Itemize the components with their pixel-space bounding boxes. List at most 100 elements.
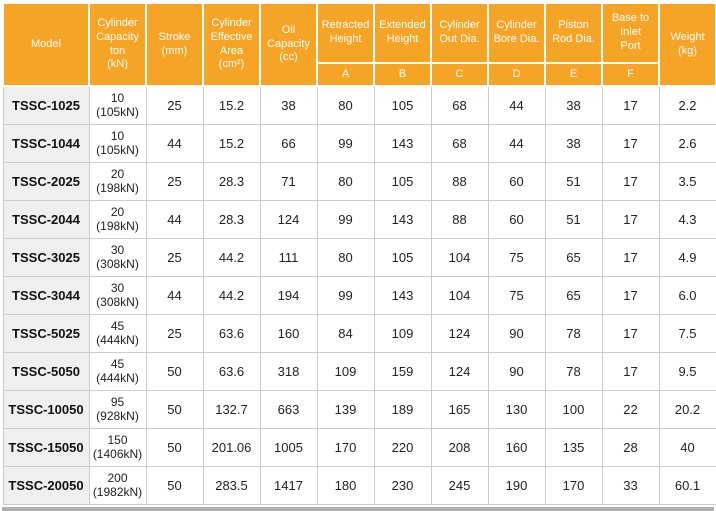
model-cell: TSSC-2025 (2, 162, 90, 201)
bore-dia-d-cell: 160 (487, 428, 546, 467)
out-dia-c-cell: 88 (430, 200, 489, 239)
model-cell: TSSC-20050 (2, 466, 90, 505)
table-row: TSSC-1025 10 (105kN) 25 15.2 38 80 105 6… (2, 85, 716, 125)
effective-area-cell: 28.3 (202, 162, 261, 201)
stroke-cell: 44 (145, 124, 204, 163)
inlet-port-f-cell: 22 (601, 390, 660, 429)
out-dia-c-cell: 245 (430, 466, 489, 505)
effective-area-cell: 63.6 (202, 314, 261, 353)
stroke-cell: 50 (145, 428, 204, 467)
col-header-piston-rod-dia: Piston Rod Dia. (544, 2, 603, 64)
capacity-cell: 30 (308kN) (88, 238, 147, 277)
height-b-cell: 159 (373, 352, 432, 391)
inlet-port-f-cell: 17 (601, 352, 660, 391)
table-row: TSSC-1044 10 (105kN) 44 15.2 66 99 143 6… (2, 124, 716, 163)
col-subheader-a: A (316, 62, 375, 87)
bore-dia-d-cell: 190 (487, 466, 546, 505)
rod-dia-e-cell: 100 (544, 390, 603, 429)
bore-dia-d-cell: 75 (487, 238, 546, 277)
height-b-cell: 143 (373, 200, 432, 239)
bore-dia-d-cell: 130 (487, 390, 546, 429)
bore-dia-d-cell: 90 (487, 352, 546, 391)
col-header-base-to-inlet-port: Base to Inlet Port (601, 2, 660, 64)
height-b-cell: 189 (373, 390, 432, 429)
weight-cell: 6.0 (658, 276, 716, 315)
table-bottom-bar (2, 507, 714, 511)
oil-capacity-cell: 318 (259, 352, 318, 391)
col-subheader-f: F (601, 62, 660, 87)
inlet-port-f-cell: 17 (601, 314, 660, 353)
inlet-port-f-cell: 17 (601, 238, 660, 277)
rod-dia-e-cell: 38 (544, 85, 603, 125)
rod-dia-e-cell: 78 (544, 314, 603, 353)
col-header-stroke: Stroke (mm) (145, 2, 204, 87)
oil-capacity-cell: 71 (259, 162, 318, 201)
stroke-cell: 50 (145, 466, 204, 505)
oil-capacity-cell: 194 (259, 276, 318, 315)
out-dia-c-cell: 88 (430, 162, 489, 201)
capacity-cell: 150 (1406kN) (88, 428, 147, 467)
table-row: TSSC-2025 20 (198kN) 25 28.3 71 80 105 8… (2, 162, 716, 201)
col-header-cylinder-out-dia: Cylinder Out Dia. (430, 2, 489, 64)
table-row: TSSC-3044 30 (308kN) 44 44.2 194 99 143 … (2, 276, 716, 315)
height-a-cell: 170 (316, 428, 375, 467)
header-row-main: Model Cylinder Capacity ton (kN) Stroke … (2, 2, 716, 87)
capacity-cell: 200 (1982kN) (88, 466, 147, 505)
table-row: TSSC-15050 150 (1406kN) 50 201.06 1005 1… (2, 428, 716, 467)
rod-dia-e-cell: 65 (544, 276, 603, 315)
height-a-cell: 139 (316, 390, 375, 429)
out-dia-c-cell: 165 (430, 390, 489, 429)
effective-area-cell: 15.2 (202, 85, 261, 125)
out-dia-c-cell: 68 (430, 124, 489, 163)
out-dia-c-cell: 104 (430, 276, 489, 315)
inlet-port-f-cell: 17 (601, 162, 660, 201)
out-dia-c-cell: 208 (430, 428, 489, 467)
inlet-port-f-cell: 28 (601, 428, 660, 467)
rod-dia-e-cell: 78 (544, 352, 603, 391)
col-header-effective-area: Cylinder Effective Area (cm²) (202, 2, 261, 87)
model-cell: TSSC-5025 (2, 314, 90, 353)
effective-area-cell: 283.5 (202, 466, 261, 505)
model-cell: TSSC-3025 (2, 238, 90, 277)
stroke-cell: 50 (145, 352, 204, 391)
effective-area-cell: 201.06 (202, 428, 261, 467)
header-row-sub: A B C D E F (3, 62, 716, 87)
col-header-capacity: Cylinder Capacity ton (kN) (88, 2, 147, 87)
height-b-cell: 105 (373, 85, 432, 125)
weight-cell: 2.6 (658, 124, 716, 163)
rod-dia-e-cell: 170 (544, 466, 603, 505)
bore-dia-d-cell: 44 (487, 85, 546, 125)
capacity-cell: 45 (444kN) (88, 352, 147, 391)
capacity-cell: 30 (308kN) (88, 276, 147, 315)
capacity-cell: 10 (105kN) (88, 124, 147, 163)
oil-capacity-cell: 1417 (259, 466, 318, 505)
capacity-cell: 95 (928kN) (88, 390, 147, 429)
height-b-cell: 105 (373, 162, 432, 201)
col-header-cylinder-bore-dia: Cylinder Bore Dia. (487, 2, 546, 64)
weight-cell: 2.2 (658, 85, 716, 125)
effective-area-cell: 44.2 (202, 276, 261, 315)
weight-cell: 4.9 (658, 238, 716, 277)
height-a-cell: 80 (316, 85, 375, 125)
inlet-port-f-cell: 33 (601, 466, 660, 505)
inlet-port-f-cell: 17 (601, 124, 660, 163)
model-cell: TSSC-1025 (2, 85, 90, 125)
rod-dia-e-cell: 65 (544, 238, 603, 277)
stroke-cell: 25 (145, 162, 204, 201)
bore-dia-d-cell: 44 (487, 124, 546, 163)
capacity-cell: 45 (444kN) (88, 314, 147, 353)
bore-dia-d-cell: 60 (487, 162, 546, 201)
oil-capacity-cell: 663 (259, 390, 318, 429)
oil-capacity-cell: 38 (259, 85, 318, 125)
model-cell: TSSC-1044 (2, 124, 90, 163)
weight-cell: 40 (658, 428, 716, 467)
table-row: TSSC-5050 45 (444kN) 50 63.6 318 109 159… (2, 352, 716, 391)
bore-dia-d-cell: 90 (487, 314, 546, 353)
inlet-port-f-cell: 17 (601, 200, 660, 239)
col-subheader-b: B (373, 62, 432, 87)
weight-cell: 9.5 (658, 352, 716, 391)
model-cell: TSSC-15050 (2, 428, 90, 467)
model-cell: TSSC-10050 (2, 390, 90, 429)
table-header: Model Cylinder Capacity ton (kN) Stroke … (2, 2, 716, 87)
